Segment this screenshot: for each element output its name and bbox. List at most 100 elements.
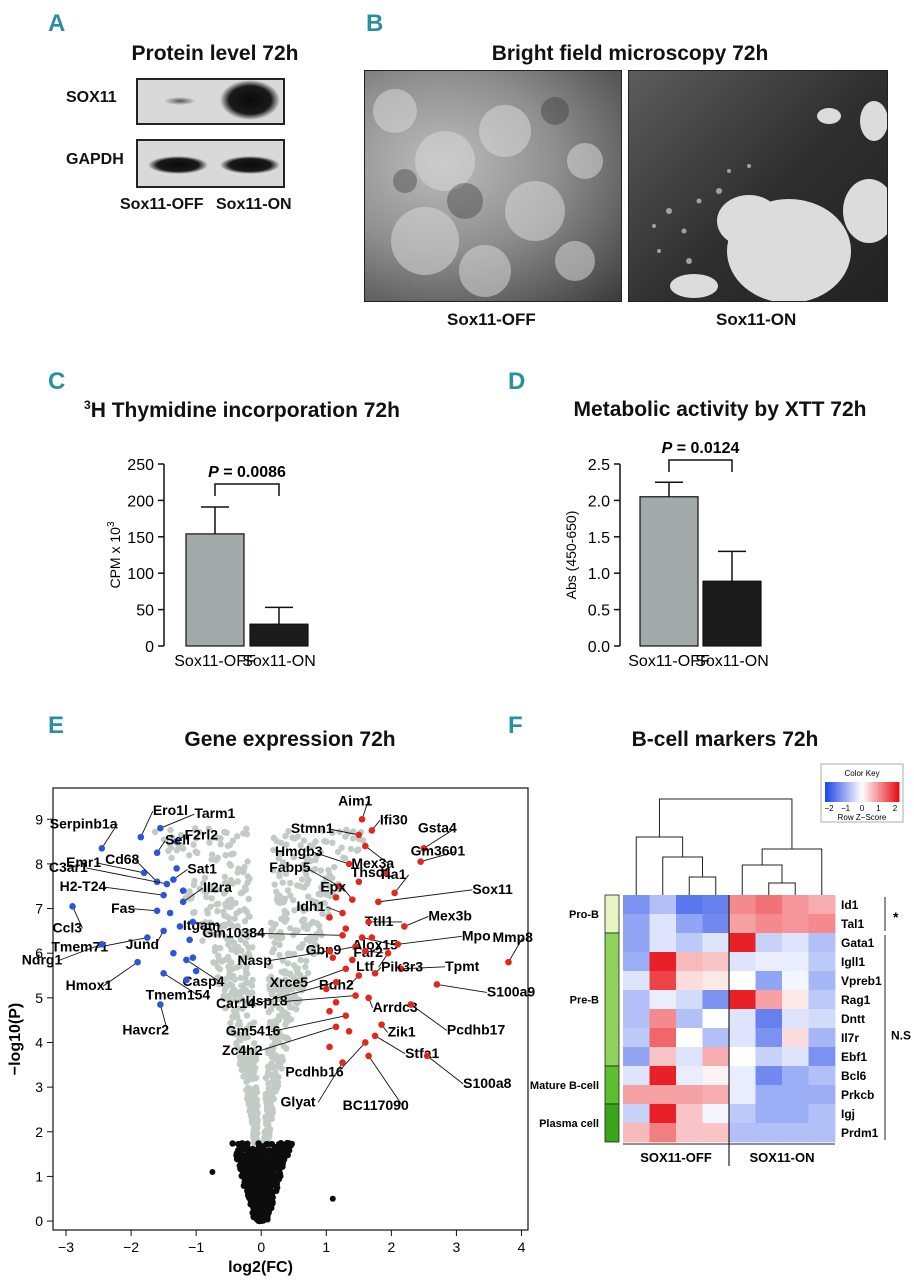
gene-point-down bbox=[166, 909, 174, 917]
gene-point bbox=[254, 1200, 261, 1207]
gene-point bbox=[270, 846, 277, 854]
gene-point-s100a8 bbox=[423, 1052, 431, 1060]
heatmap-cell-igll1 bbox=[676, 952, 703, 972]
heatmap-cell-bcl6 bbox=[782, 1066, 809, 1086]
x-tick-label: −2 bbox=[123, 1239, 139, 1255]
gene-point bbox=[243, 1078, 250, 1085]
gene-point-fabp5 bbox=[336, 882, 343, 890]
heatmap-cell-vpreb1 bbox=[808, 971, 836, 991]
heatmap-cell-tal1 bbox=[782, 914, 809, 934]
gene-point bbox=[305, 876, 312, 884]
gene-point-itgam bbox=[189, 918, 197, 926]
gene-point bbox=[204, 910, 211, 917]
gene-label-il2ra: Il2ra bbox=[203, 879, 232, 895]
heatmap-cell-igj bbox=[729, 1104, 756, 1124]
gene-point-h2-t24 bbox=[160, 891, 167, 899]
gene-point bbox=[268, 1140, 276, 1148]
gene-point bbox=[191, 877, 198, 885]
gene-label-pcdhb16: Pcdhb16 bbox=[285, 1063, 344, 1079]
heatmap-cell-tal1 bbox=[649, 914, 677, 934]
bar-sox11-off bbox=[639, 496, 699, 647]
gene-point bbox=[280, 1144, 288, 1151]
gene-point bbox=[271, 1181, 278, 1188]
gene-point bbox=[303, 871, 310, 878]
leader-line bbox=[283, 995, 356, 1003]
microscopy-label-on: Sox11-ON bbox=[716, 310, 797, 329]
gene-point bbox=[279, 879, 286, 886]
gene-point-ndrg1 bbox=[98, 940, 106, 948]
gene-point bbox=[222, 1004, 229, 1012]
gene-point bbox=[244, 933, 251, 941]
gene-point bbox=[240, 867, 247, 875]
heatmap-row-label-bcl6: Bcl6 bbox=[841, 1069, 867, 1083]
gene-point bbox=[225, 881, 233, 888]
heatmap-cell-prkcb bbox=[729, 1085, 756, 1105]
color-key-swatch bbox=[834, 782, 838, 802]
heatmap-cell-il7r bbox=[755, 1028, 783, 1048]
gene-point bbox=[298, 876, 306, 883]
gene-label-casp4: Casp4 bbox=[182, 973, 224, 989]
bar-sox11-on bbox=[702, 580, 762, 647]
gene-label-tia1: Tia1 bbox=[379, 866, 407, 882]
heatmap-cell-bcl6 bbox=[729, 1066, 756, 1086]
heatmap-cell-igll1 bbox=[729, 952, 756, 972]
y-tick-label: 1 bbox=[35, 1168, 43, 1184]
dendro-root bbox=[658, 798, 793, 849]
y-tick-label: 0.0 bbox=[588, 639, 610, 656]
significance-bracket bbox=[668, 459, 733, 472]
gene-point-c3ar1 bbox=[163, 880, 171, 888]
color-key-swatch bbox=[879, 782, 883, 802]
heatmap-cell-tal1 bbox=[676, 914, 703, 934]
gene-point bbox=[231, 915, 238, 922]
color-key-swatch bbox=[832, 782, 836, 802]
y-tick-label: 8 bbox=[35, 856, 43, 872]
gene-point bbox=[287, 970, 294, 978]
gene-point bbox=[203, 893, 210, 901]
color-key-swatch bbox=[839, 782, 843, 802]
y-tick-label: 100 bbox=[127, 566, 154, 583]
p-value-label: P = 0.0124 bbox=[662, 440, 740, 457]
gene-point bbox=[262, 1074, 270, 1082]
gene-point bbox=[223, 913, 230, 920]
gene-point bbox=[267, 919, 275, 926]
gene-point bbox=[270, 1074, 278, 1081]
gene-point bbox=[284, 960, 292, 967]
gene-point bbox=[274, 894, 281, 902]
background-gene-points bbox=[151, 825, 367, 1153]
gene-label-gm3601: Gm3601 bbox=[411, 843, 466, 859]
gene-point-nasp bbox=[326, 947, 333, 955]
gene-point bbox=[290, 950, 298, 958]
gene-point bbox=[245, 1000, 253, 1008]
gene-point bbox=[263, 1107, 271, 1114]
heatmap-cell-igj bbox=[782, 1104, 809, 1124]
gene-point-down bbox=[183, 976, 190, 984]
gene-point-mpo bbox=[394, 940, 402, 948]
gene-point bbox=[274, 1016, 281, 1024]
leader-line bbox=[96, 862, 145, 874]
color-key-swatch bbox=[894, 782, 898, 802]
gene-point bbox=[225, 941, 232, 948]
gene-point bbox=[349, 835, 357, 842]
gene-point bbox=[244, 1084, 252, 1092]
gene-point bbox=[196, 828, 203, 836]
x-axis-label: log2(FC) bbox=[228, 1259, 293, 1276]
dendro-branch bbox=[741, 864, 783, 895]
color-key-swatch bbox=[854, 782, 858, 802]
p-value-label: P = 0.0086 bbox=[208, 464, 286, 481]
gene-point bbox=[250, 1096, 258, 1103]
gene-point-tpmt bbox=[397, 965, 405, 973]
heatmap-row-label-tal1: Tal1 bbox=[841, 917, 864, 931]
leader-line bbox=[328, 828, 359, 836]
x-tick-label: −1 bbox=[188, 1239, 204, 1255]
gene-label-mex3b: Mex3b bbox=[428, 907, 472, 923]
gene-point-car14 bbox=[332, 978, 340, 986]
gene-point bbox=[248, 1164, 255, 1171]
gene-point bbox=[214, 908, 221, 915]
gene-point-fas bbox=[153, 907, 161, 915]
gene-point-stmn1 bbox=[355, 831, 363, 839]
gene-point bbox=[302, 854, 310, 862]
gene-point-up bbox=[322, 985, 330, 993]
panel-label-c: C bbox=[48, 368, 66, 395]
gene-point bbox=[285, 828, 292, 835]
heatmap-cell-igj bbox=[808, 1104, 836, 1124]
